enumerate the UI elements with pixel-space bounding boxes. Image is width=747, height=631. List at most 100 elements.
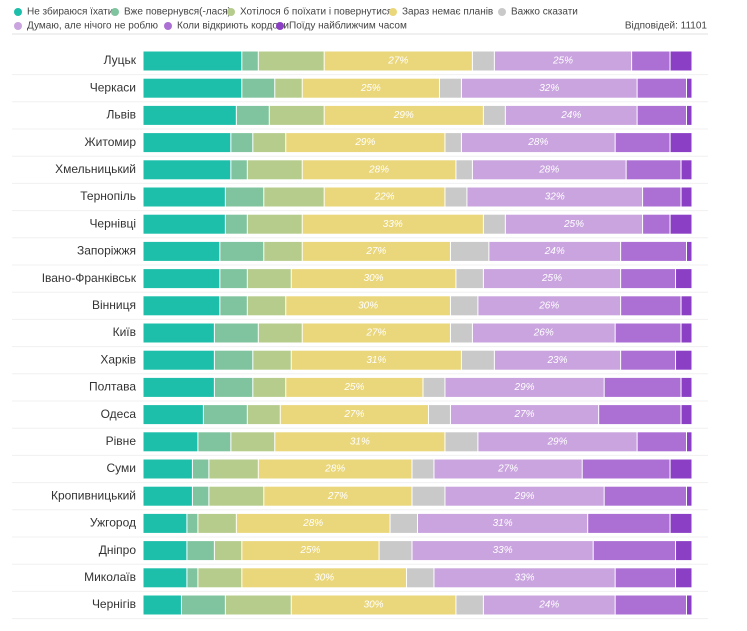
bar-segment (637, 78, 687, 98)
bar-segment (461, 350, 494, 370)
category-label: Ужгород (90, 516, 136, 530)
bar-segment (418, 513, 588, 533)
bar-segment (143, 214, 225, 234)
bar-segment (286, 296, 450, 316)
bar-segment (615, 595, 687, 615)
bar-segment (379, 541, 412, 561)
bar-segment (225, 187, 264, 207)
value-label: 28% (324, 464, 345, 475)
bar-segment (423, 377, 445, 397)
bar-segment (187, 541, 214, 561)
category-label: Миколаїв (84, 570, 136, 584)
bar-segment (242, 568, 407, 588)
bar-segment (478, 296, 621, 316)
value-label: 27% (365, 328, 386, 339)
category-label: Полтава (89, 380, 136, 394)
bar-segment (456, 595, 483, 615)
value-label: 28% (302, 518, 323, 529)
bar-segment (637, 432, 687, 452)
category-label: Івано-Франківськ (42, 271, 137, 285)
bar-segment (143, 241, 220, 261)
bar-segment (143, 323, 214, 343)
bar-segment (302, 241, 450, 261)
bar-segment (236, 105, 269, 125)
bar-segment (676, 269, 692, 289)
value-label: 29% (546, 436, 567, 447)
bar-segment (324, 105, 483, 125)
bar-segment (445, 432, 478, 452)
value-label: 24% (538, 600, 559, 611)
value-label: 31% (350, 436, 370, 447)
value-label: 30% (358, 300, 378, 311)
bar-segment (143, 377, 214, 397)
value-label: 22% (374, 192, 395, 203)
bar-segment (494, 51, 632, 71)
bar-segment (445, 187, 467, 207)
value-label: 28% (368, 164, 389, 175)
bar-segment (428, 405, 450, 425)
bar-segment (637, 105, 687, 125)
bar-segment (681, 323, 692, 343)
bar-segment (209, 486, 264, 506)
category-label: Запоріжжя (77, 244, 136, 258)
bar-segment (390, 513, 417, 533)
bar-segment (676, 541, 692, 561)
value-label: 24% (560, 110, 581, 121)
bar-segment (681, 296, 692, 316)
legend-label: Хотілося б поїхати і повернутися (240, 6, 392, 18)
value-label: 27% (365, 246, 386, 257)
value-label: 25% (541, 273, 562, 284)
value-label: 29% (514, 382, 535, 393)
bar-segment (220, 269, 247, 289)
bar-segment (681, 160, 692, 180)
category-label: Дніпро (99, 543, 137, 557)
value-label: 25% (343, 382, 364, 393)
category-label: Тернопіль (80, 189, 136, 203)
bar-segment (621, 296, 681, 316)
value-label: 27% (497, 464, 518, 475)
legend-marker (227, 8, 235, 16)
bar-segment (192, 459, 209, 479)
bar-segment (198, 568, 242, 588)
bar-segment (143, 105, 236, 125)
bar-segment (687, 78, 692, 98)
bar-segment (461, 133, 615, 153)
bar-segment (412, 486, 445, 506)
bar-segment (198, 513, 236, 533)
category-label: Черкаси (90, 80, 136, 94)
value-label: 31% (366, 355, 386, 366)
category-label: Харків (100, 352, 136, 366)
bar-segment (143, 269, 220, 289)
category-label: Житомир (85, 135, 137, 149)
bar-segment (412, 541, 593, 561)
category-label: Вінниця (92, 298, 136, 312)
bar-segment (302, 78, 439, 98)
bar-segment (220, 241, 264, 261)
bar-segment (209, 459, 258, 479)
bar-segment (467, 187, 643, 207)
bar-segment (143, 78, 242, 98)
bar-segment (143, 296, 220, 316)
bar-segment (143, 486, 192, 506)
bar-segment (593, 541, 676, 561)
bar-segment (258, 459, 412, 479)
bar-segment (143, 187, 225, 207)
bar-segment (291, 350, 461, 370)
value-label: 31% (493, 518, 513, 529)
bar-segment (143, 541, 187, 561)
bar-segment (143, 133, 231, 153)
legend-label: Вже повернувся(-лася) (124, 7, 231, 18)
legend-marker (389, 8, 397, 16)
bar-segment (286, 133, 445, 153)
value-label: 29% (514, 491, 535, 502)
value-label: 30% (364, 273, 384, 284)
bar-segment (670, 459, 692, 479)
bar-segment (253, 377, 286, 397)
bar-segment (472, 51, 494, 71)
value-label: 33% (383, 219, 403, 230)
bar-segment (483, 214, 505, 234)
bar-segment (687, 595, 692, 615)
bar-segment (450, 296, 478, 316)
bar-segment (258, 323, 302, 343)
bar-segment (253, 350, 291, 370)
